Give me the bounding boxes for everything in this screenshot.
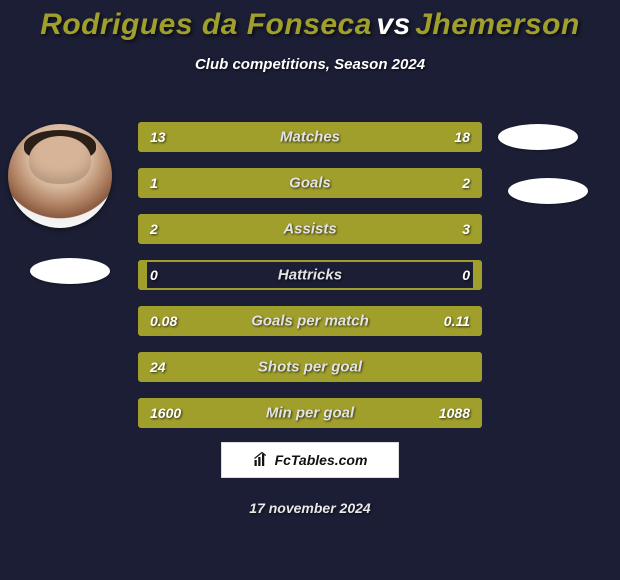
stat-value-right: 0 [462,267,470,283]
brand-text: FcTables.com [275,452,368,468]
stat-label: Hattricks [140,267,480,284]
stat-value-right: 18 [454,129,470,145]
stat-value-left: 2 [150,221,158,237]
stat-value-left: 0 [150,267,158,283]
subtitle: Club competitions, Season 2024 [195,56,425,73]
stat-value-left: 1 [150,175,158,191]
badge-right-1 [498,124,578,150]
stat-bar-left [140,354,480,380]
stat-bar-right [276,216,480,242]
title-row: Rodrigues da Fonseca vs Jhemerson [0,0,620,42]
stat-bar-right [473,262,480,288]
title-player1: Rodrigues da Fonseca [40,8,372,41]
title-player2: Jhemerson [415,8,580,41]
stat-row: 0.080.11Goals per match [138,306,482,336]
stat-row: 0 0Hattricks [138,260,482,290]
stat-row: 12Goals [138,168,482,198]
stat-row: 24Shots per goal [138,352,482,382]
player1-avatar [8,124,112,228]
stat-value-left: 24 [150,359,166,375]
stat-value-right: 2 [462,175,470,191]
stat-value-right: 0.11 [444,313,470,329]
stat-bar-left [140,216,276,242]
date: 17 november 2024 [0,500,620,516]
brand-badge: FcTables.com [221,442,399,478]
chart-icon [253,451,271,469]
stats-block: 1318Matches12Goals23Assists00Hattricks0.… [138,122,482,444]
title-vs: vs [376,8,410,41]
badge-right-2 [508,178,588,204]
subtitle-row: Club competitions, Season 2024 [0,56,620,74]
stat-row: 1318Matches [138,122,482,152]
stat-bar-right [252,170,480,196]
stat-value-right: 1088 [439,405,470,421]
stat-value-right: 3 [462,221,470,237]
stat-bar-left [140,262,147,288]
badge-left [30,258,110,284]
stat-value-left: 0.08 [150,313,177,329]
stat-value-left: 13 [150,129,166,145]
stat-row: 23Assists [138,214,482,244]
stat-value-left: 1600 [150,405,181,421]
stat-row: 16001088Min per goal [138,398,482,428]
stat-bar-right [283,124,480,150]
